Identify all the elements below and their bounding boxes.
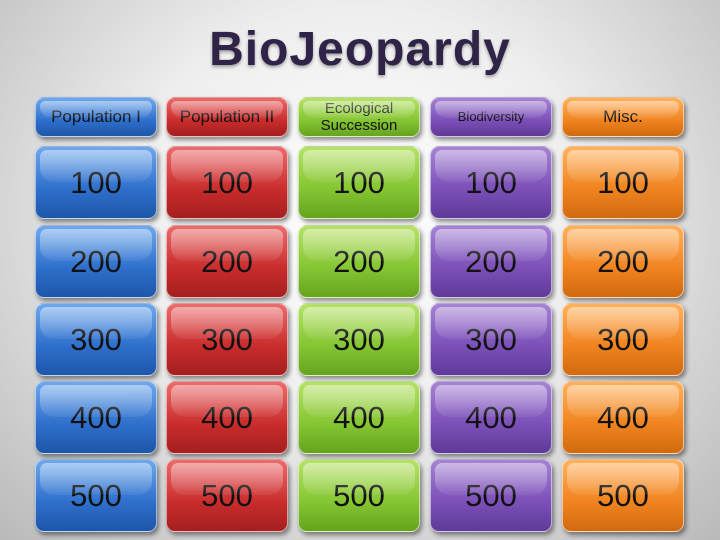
tile-misc-100[interactable]: 100	[562, 146, 684, 219]
tile-population-1-400[interactable]: 400	[35, 381, 157, 454]
tile-population-2-300[interactable]: 300	[166, 303, 288, 376]
tile-population-2-100[interactable]: 100	[166, 146, 288, 219]
tile-population-1-500[interactable]: 500	[35, 459, 157, 532]
category-header-misc: Misc.	[562, 97, 684, 137]
tile-ecological-succession-300[interactable]: 300	[298, 303, 420, 376]
game-title: BioJeopardy	[209, 23, 511, 76]
tile-misc-400[interactable]: 400	[562, 381, 684, 454]
tile-biodiversity-100[interactable]: 100	[430, 146, 552, 219]
tile-misc-500[interactable]: 500	[562, 459, 684, 532]
tile-ecological-succession-200[interactable]: 200	[298, 225, 420, 298]
tile-population-2-400[interactable]: 400	[166, 381, 288, 454]
tile-biodiversity-500[interactable]: 500	[430, 459, 552, 532]
category-header-population-2: Population II	[166, 97, 288, 137]
tile-ecological-succession-400[interactable]: 400	[298, 381, 420, 454]
category-header-population-1: Population I	[35, 97, 157, 137]
tile-biodiversity-300[interactable]: 300	[430, 303, 552, 376]
tile-biodiversity-400[interactable]: 400	[430, 381, 552, 454]
category-header-ecological-succession: Ecological Succession	[298, 97, 420, 137]
tile-misc-300[interactable]: 300	[562, 303, 684, 376]
tile-population-2-500[interactable]: 500	[166, 459, 288, 532]
tile-misc-200[interactable]: 200	[562, 225, 684, 298]
tile-population-1-200[interactable]: 200	[35, 225, 157, 298]
tile-population-2-200[interactable]: 200	[166, 225, 288, 298]
tile-population-1-100[interactable]: 100	[35, 146, 157, 219]
category-header-biodiversity: Biodiversity	[430, 97, 552, 137]
tile-population-1-300[interactable]: 300	[35, 303, 157, 376]
tile-ecological-succession-500[interactable]: 500	[298, 459, 420, 532]
tile-ecological-succession-100[interactable]: 100	[298, 146, 420, 219]
tile-biodiversity-200[interactable]: 200	[430, 225, 552, 298]
